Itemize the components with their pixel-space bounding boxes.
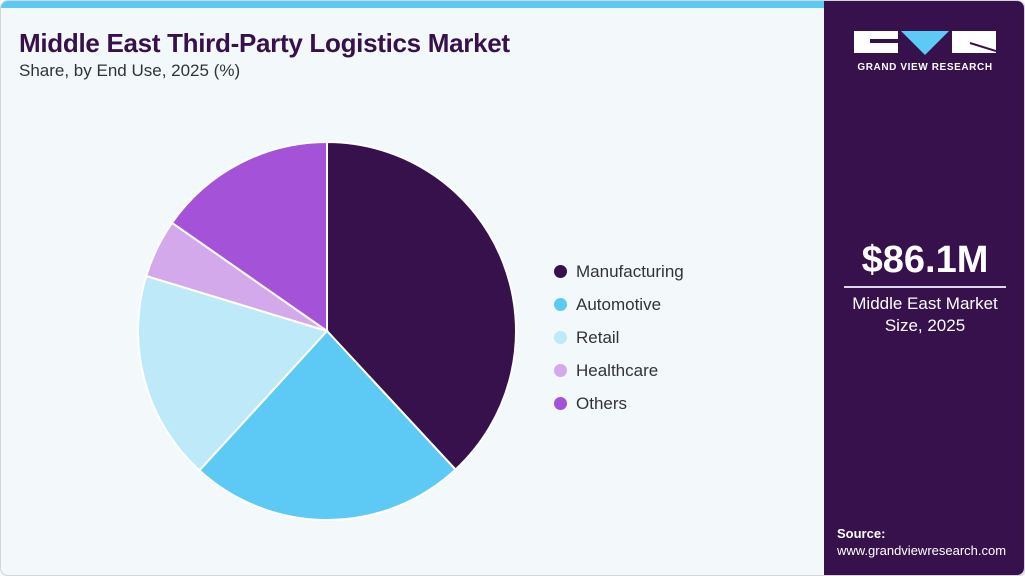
legend-dot-icon bbox=[554, 364, 567, 377]
legend-label: Healthcare bbox=[576, 360, 659, 380]
legend-item-retail: Retail bbox=[554, 321, 684, 354]
legend-item-manufacturing: Manufacturing bbox=[554, 255, 684, 288]
pie-slice-manufacturing bbox=[326, 140, 517, 471]
side-panel: GRAND VIEW RESEARCH $86.1M Middle East M… bbox=[824, 1, 1024, 575]
pie-chart bbox=[137, 140, 517, 521]
chart-subtitle: Share, by End Use, 2025 (%) bbox=[19, 61, 241, 80]
chart-title: Middle East Third-Party Logistics Market bbox=[19, 28, 510, 58]
legend-dot-icon bbox=[554, 397, 567, 410]
pie-slice-automotive bbox=[197, 329, 457, 521]
legend-item-automotive: Automotive bbox=[554, 288, 684, 321]
brand-name: GRAND VIEW RESEARCH bbox=[857, 62, 993, 73]
market-size-description: Middle East Market Size, 2025 bbox=[852, 294, 998, 335]
legend-dot-icon bbox=[554, 298, 567, 311]
source-link[interactable]: www.grandviewresearch.com bbox=[837, 543, 1007, 558]
market-size-value: $86.1M bbox=[861, 239, 989, 281]
divider bbox=[844, 286, 1006, 288]
legend: Manufacturing Automotive Retail Healthcare O… bbox=[554, 255, 684, 420]
pie-slice-retail bbox=[137, 274, 329, 472]
legend-label: Manufacturing bbox=[576, 261, 684, 281]
accent-top-bar bbox=[1, 1, 824, 8]
legend-dot-icon bbox=[554, 265, 567, 278]
gvr-logo: GRAND VIEW RESEARCH bbox=[854, 29, 997, 73]
legend-item-healthcare: Healthcare bbox=[554, 354, 684, 387]
legend-label: Others bbox=[576, 393, 628, 413]
legend-label: Automotive bbox=[576, 294, 662, 314]
legend-item-others: Others bbox=[554, 387, 684, 420]
pie-slice-others bbox=[170, 140, 328, 333]
source-label: Source: bbox=[837, 526, 886, 541]
legend-label: Retail bbox=[576, 327, 620, 347]
legend-dot-icon bbox=[554, 331, 567, 344]
gvr-logo-icon bbox=[854, 31, 997, 55]
